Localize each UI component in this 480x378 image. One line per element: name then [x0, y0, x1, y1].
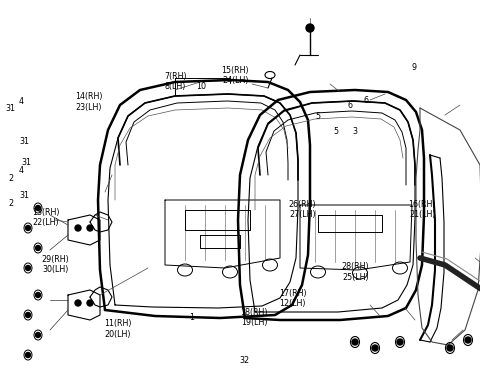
- Text: 2: 2: [8, 199, 13, 208]
- Circle shape: [36, 293, 40, 297]
- Text: 6: 6: [348, 101, 353, 110]
- Circle shape: [25, 226, 31, 231]
- Text: 2: 2: [8, 174, 13, 183]
- Circle shape: [25, 313, 31, 318]
- Text: 11(RH)
20(LH): 11(RH) 20(LH): [104, 319, 132, 339]
- Circle shape: [36, 206, 40, 211]
- Circle shape: [75, 225, 81, 231]
- Text: 14(RH)
23(LH): 14(RH) 23(LH): [75, 92, 103, 112]
- Text: 31: 31: [19, 191, 29, 200]
- Text: 4: 4: [19, 97, 24, 106]
- Text: 3: 3: [353, 127, 358, 136]
- Text: 7(RH)
8(LH): 7(RH) 8(LH): [164, 71, 187, 91]
- Circle shape: [465, 337, 471, 343]
- Text: 4: 4: [19, 166, 24, 175]
- Text: 5: 5: [316, 112, 321, 121]
- Circle shape: [352, 339, 358, 345]
- Text: 16(RH)
21(LH): 16(RH) 21(LH): [408, 200, 436, 220]
- Text: 6: 6: [363, 96, 368, 105]
- Text: 5: 5: [334, 127, 338, 136]
- Circle shape: [25, 265, 31, 271]
- Text: 18(RH)
19(LH): 18(RH) 19(LH): [240, 308, 268, 327]
- Circle shape: [447, 345, 453, 351]
- Text: 31: 31: [6, 104, 15, 113]
- Circle shape: [75, 300, 81, 306]
- Circle shape: [36, 333, 40, 338]
- Text: 9: 9: [411, 63, 416, 72]
- Text: 32: 32: [240, 356, 250, 366]
- Text: 31: 31: [19, 137, 29, 146]
- Circle shape: [372, 345, 378, 351]
- Text: 31: 31: [22, 158, 31, 167]
- Text: 15(RH)
24(LH): 15(RH) 24(LH): [221, 66, 249, 85]
- Circle shape: [36, 245, 40, 251]
- Circle shape: [397, 339, 403, 345]
- Text: 17(RH)
12(LH): 17(RH) 12(LH): [279, 289, 307, 308]
- Text: 29(RH)
30(LH): 29(RH) 30(LH): [41, 255, 69, 274]
- Circle shape: [87, 225, 93, 231]
- Text: 1: 1: [190, 313, 194, 322]
- Circle shape: [87, 300, 93, 306]
- Circle shape: [306, 24, 314, 32]
- Text: 26(RH)
27(LH): 26(RH) 27(LH): [288, 200, 316, 220]
- Text: 13(RH)
22(LH): 13(RH) 22(LH): [32, 208, 60, 227]
- Text: 28(RH)
25(LH): 28(RH) 25(LH): [341, 262, 369, 282]
- Text: 10: 10: [197, 82, 206, 91]
- Circle shape: [25, 353, 31, 358]
